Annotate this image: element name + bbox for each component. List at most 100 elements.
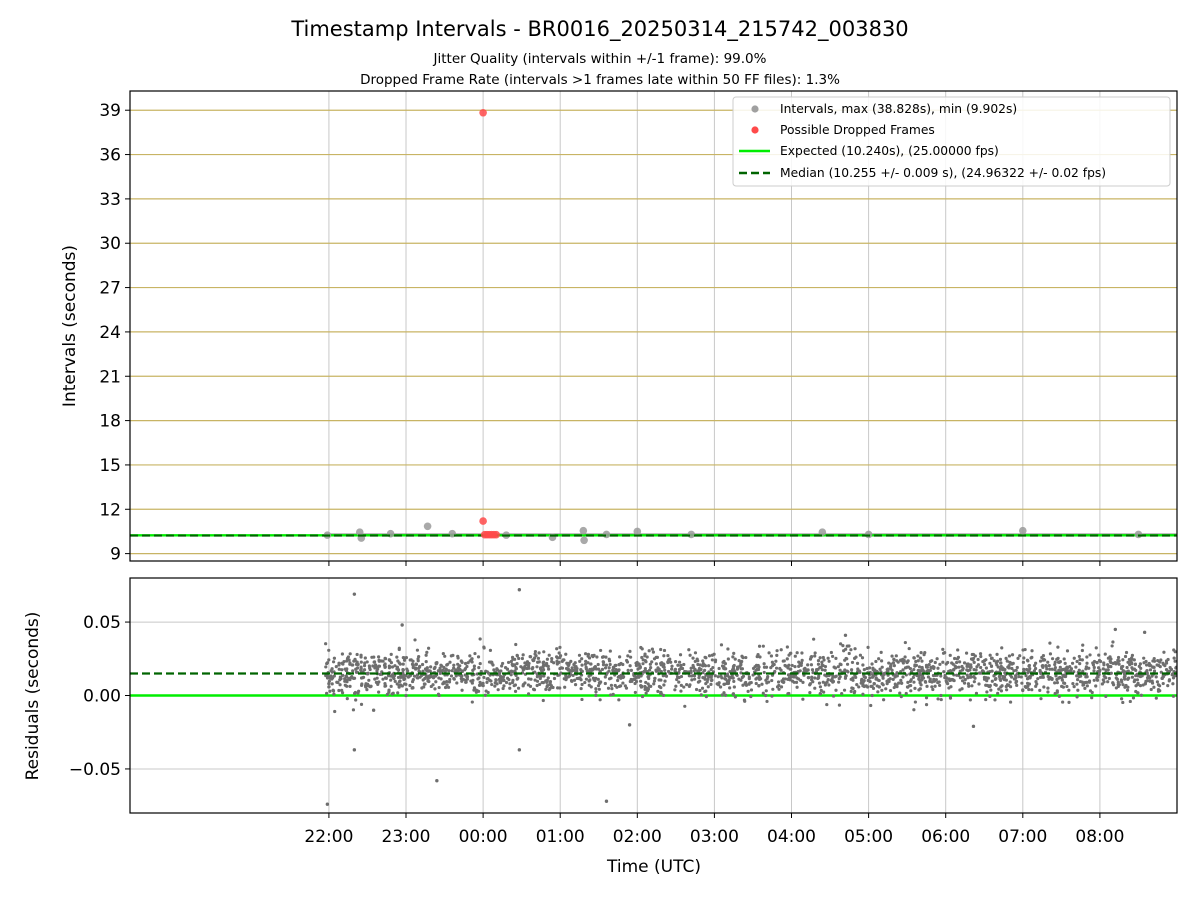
residual-point <box>1024 667 1029 672</box>
residual-point <box>994 661 998 665</box>
residual-point <box>687 648 691 652</box>
residual-point <box>879 650 883 655</box>
residual-point <box>415 676 419 680</box>
residual-point <box>717 666 721 671</box>
residual-point <box>707 664 711 668</box>
residual-point <box>965 668 969 672</box>
residual-point <box>1109 665 1113 669</box>
residual-point <box>871 673 875 677</box>
residual-point <box>331 689 336 693</box>
residual-point <box>877 678 881 683</box>
residual-point <box>408 683 412 688</box>
residual-point <box>389 684 393 688</box>
residual-point <box>844 647 848 651</box>
residual-point <box>674 660 678 664</box>
residual-point <box>592 678 596 682</box>
residual-point <box>327 658 331 662</box>
residual-point <box>749 694 753 699</box>
residual-point <box>1139 693 1143 697</box>
residual-point <box>1155 680 1160 684</box>
residual-point <box>849 648 853 652</box>
residual-point <box>1046 686 1050 690</box>
residual-point <box>670 667 674 671</box>
residual-point <box>559 666 563 670</box>
intervals-panel: 9 12 15 18 21 24 27 30 33 36 39 Intervals (seconds… <box>60 90 1178 566</box>
residual-point <box>1081 681 1085 685</box>
residual-point <box>968 665 973 669</box>
residual-point <box>914 659 918 664</box>
residual-point <box>510 680 515 685</box>
residual-point <box>1050 657 1055 661</box>
residual-point <box>594 667 598 671</box>
interval-point-11 <box>633 527 642 536</box>
residual-point <box>703 668 707 673</box>
residual-point <box>1055 680 1059 685</box>
residual-point <box>1109 660 1113 665</box>
residual-point <box>725 672 730 676</box>
residual-point <box>471 678 475 682</box>
residual-point <box>1131 667 1135 671</box>
residual-point <box>645 655 649 659</box>
residual-point <box>526 683 531 687</box>
residual-point <box>659 647 663 652</box>
residual-point <box>855 683 859 687</box>
residual-point <box>939 697 943 702</box>
residual-point <box>1148 668 1153 672</box>
residual-point <box>1100 682 1104 686</box>
residual-point <box>726 647 730 651</box>
residual-point <box>834 656 838 660</box>
interval-point-10 <box>602 530 611 539</box>
residual-point <box>908 679 913 683</box>
residual-point <box>327 685 331 689</box>
residual-point <box>644 680 648 685</box>
residual-point <box>473 651 477 656</box>
residual-point <box>787 663 791 667</box>
residual-point <box>483 693 487 697</box>
residual-point <box>769 666 773 670</box>
residual-point <box>434 662 438 666</box>
residual-point <box>326 676 330 680</box>
residual-point <box>909 683 913 688</box>
residual-point <box>731 667 735 671</box>
residual-point <box>364 685 368 689</box>
residual-point <box>942 670 946 674</box>
residual-point <box>1030 649 1034 653</box>
residual-point <box>822 690 826 694</box>
residual-point <box>580 697 584 702</box>
residual-point <box>1131 696 1136 700</box>
residual-point <box>443 654 447 658</box>
residual-point <box>1067 700 1071 705</box>
residual-point <box>860 677 864 682</box>
residual-point <box>666 653 670 658</box>
residual-point <box>484 669 488 673</box>
residual-point <box>448 677 452 682</box>
residual-point <box>900 681 904 685</box>
residual-point <box>340 691 345 695</box>
residual-point <box>889 664 893 668</box>
residual-point <box>643 685 647 689</box>
residual-point <box>337 688 341 693</box>
residual-point <box>842 688 847 692</box>
residual-point <box>657 678 661 682</box>
residual-point <box>1003 671 1007 675</box>
residual-point <box>599 648 603 653</box>
residual-point <box>454 668 458 672</box>
x-tick-label-4: 02:00 <box>613 827 662 847</box>
residual-point <box>787 691 791 696</box>
residual-point <box>433 687 437 691</box>
residual-point <box>485 680 489 685</box>
residual-point <box>948 695 953 699</box>
residual-point <box>938 683 942 688</box>
residual-point <box>893 682 897 686</box>
residual-point <box>1004 684 1008 689</box>
residual-point <box>903 666 908 670</box>
residual-point <box>899 678 903 682</box>
residual-point <box>679 663 683 667</box>
residual-point <box>1129 660 1133 664</box>
residual-point <box>756 663 760 668</box>
residual-point <box>971 658 975 662</box>
residual-point <box>866 678 870 683</box>
residual-point <box>506 660 511 665</box>
residual-point <box>668 657 672 661</box>
residual-point <box>1058 665 1062 669</box>
